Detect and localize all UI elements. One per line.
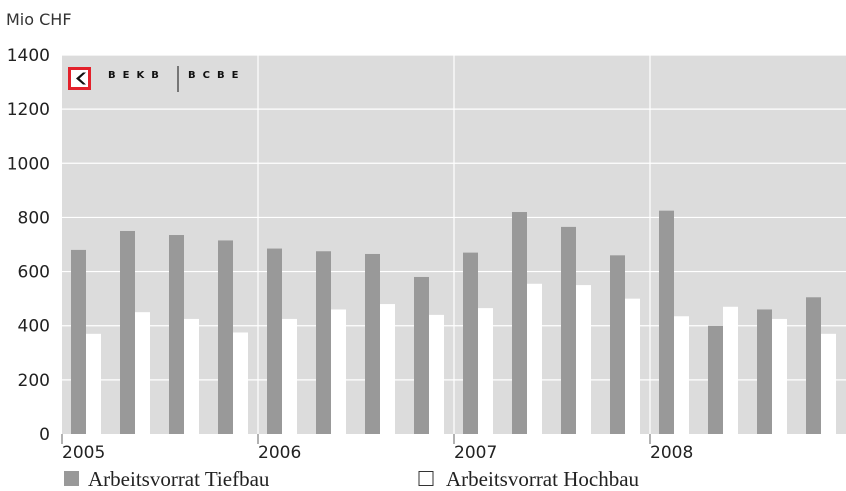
bar-tiefbau	[365, 253, 380, 434]
bar-hochbau	[380, 304, 395, 434]
x-axis-ticks: 2005 2006 2007 2008	[61, 434, 693, 463]
y-tick-label: 600	[18, 263, 50, 283]
bar-hochbau	[429, 314, 444, 434]
bar-hochbau	[576, 285, 591, 434]
x-tick-label: 2006	[258, 443, 301, 463]
y-tick-label: 800	[18, 208, 50, 228]
bar-tiefbau	[561, 226, 576, 434]
y-axis-ticks: 0 200 400 600 800 1000 1200 1400	[7, 46, 50, 445]
bar-hochbau	[527, 283, 542, 434]
bar-hochbau	[135, 312, 150, 434]
bar-tiefbau	[757, 309, 772, 434]
bar-tiefbau	[512, 212, 527, 434]
y-tick-label: 1400	[7, 46, 50, 66]
y-tick-label: 1000	[7, 154, 50, 174]
bars	[71, 210, 836, 434]
bekb-logo: BEKB BCBE	[68, 66, 245, 92]
bar-hochbau	[674, 316, 689, 434]
bar-hochbau	[184, 318, 199, 434]
bar-hochbau	[625, 298, 640, 434]
bar-hochbau	[233, 332, 248, 434]
bar-tiefbau	[169, 235, 184, 434]
logo-text-bcbe: BCBE	[188, 70, 245, 81]
legend: Arbeitsvorrat Tiefbau Arbeitsvorrat Hoch…	[64, 467, 640, 491]
x-tick-label: 2005	[62, 443, 105, 463]
logo-text-bekb: BEKB	[108, 70, 166, 81]
y-tick-label: 200	[18, 371, 50, 391]
grid-lines	[62, 54, 846, 434]
y-axis-unit-label: Mio CHF	[6, 10, 72, 29]
legend-label-hochbau: Arbeitsvorrat Hochbau	[446, 467, 640, 491]
legend-label-tiefbau: Arbeitsvorrat Tiefbau	[88, 467, 270, 491]
legend-swatch-hochbau	[418, 471, 434, 486]
x-tick-label: 2008	[650, 443, 693, 463]
bar-hochbau	[478, 308, 493, 434]
y-tick-label: 1200	[7, 100, 50, 120]
bar-tiefbau	[806, 297, 821, 434]
bar-tiefbau	[708, 325, 723, 434]
bar-tiefbau	[463, 252, 478, 434]
bar-tiefbau	[659, 210, 674, 434]
bar-hochbau	[331, 309, 346, 434]
bar-hochbau	[821, 333, 836, 434]
x-tick-label: 2007	[454, 443, 497, 463]
legend-swatch-tiefbau	[64, 471, 79, 486]
bar-tiefbau	[267, 248, 282, 434]
bar-tiefbau	[610, 255, 625, 434]
bar-tiefbau	[71, 249, 86, 434]
bar-tiefbau	[120, 230, 135, 434]
bar-tiefbau	[316, 251, 331, 434]
bar-tiefbau	[218, 240, 233, 434]
logo-chevron-icon	[76, 72, 86, 85]
y-tick-label: 0	[39, 425, 50, 445]
bar-tiefbau	[414, 276, 429, 434]
bar-hochbau	[86, 333, 101, 434]
bar-hochbau	[772, 318, 787, 434]
y-tick-label: 400	[18, 317, 50, 337]
bar-hochbau	[723, 306, 738, 434]
bar-hochbau	[282, 318, 297, 434]
